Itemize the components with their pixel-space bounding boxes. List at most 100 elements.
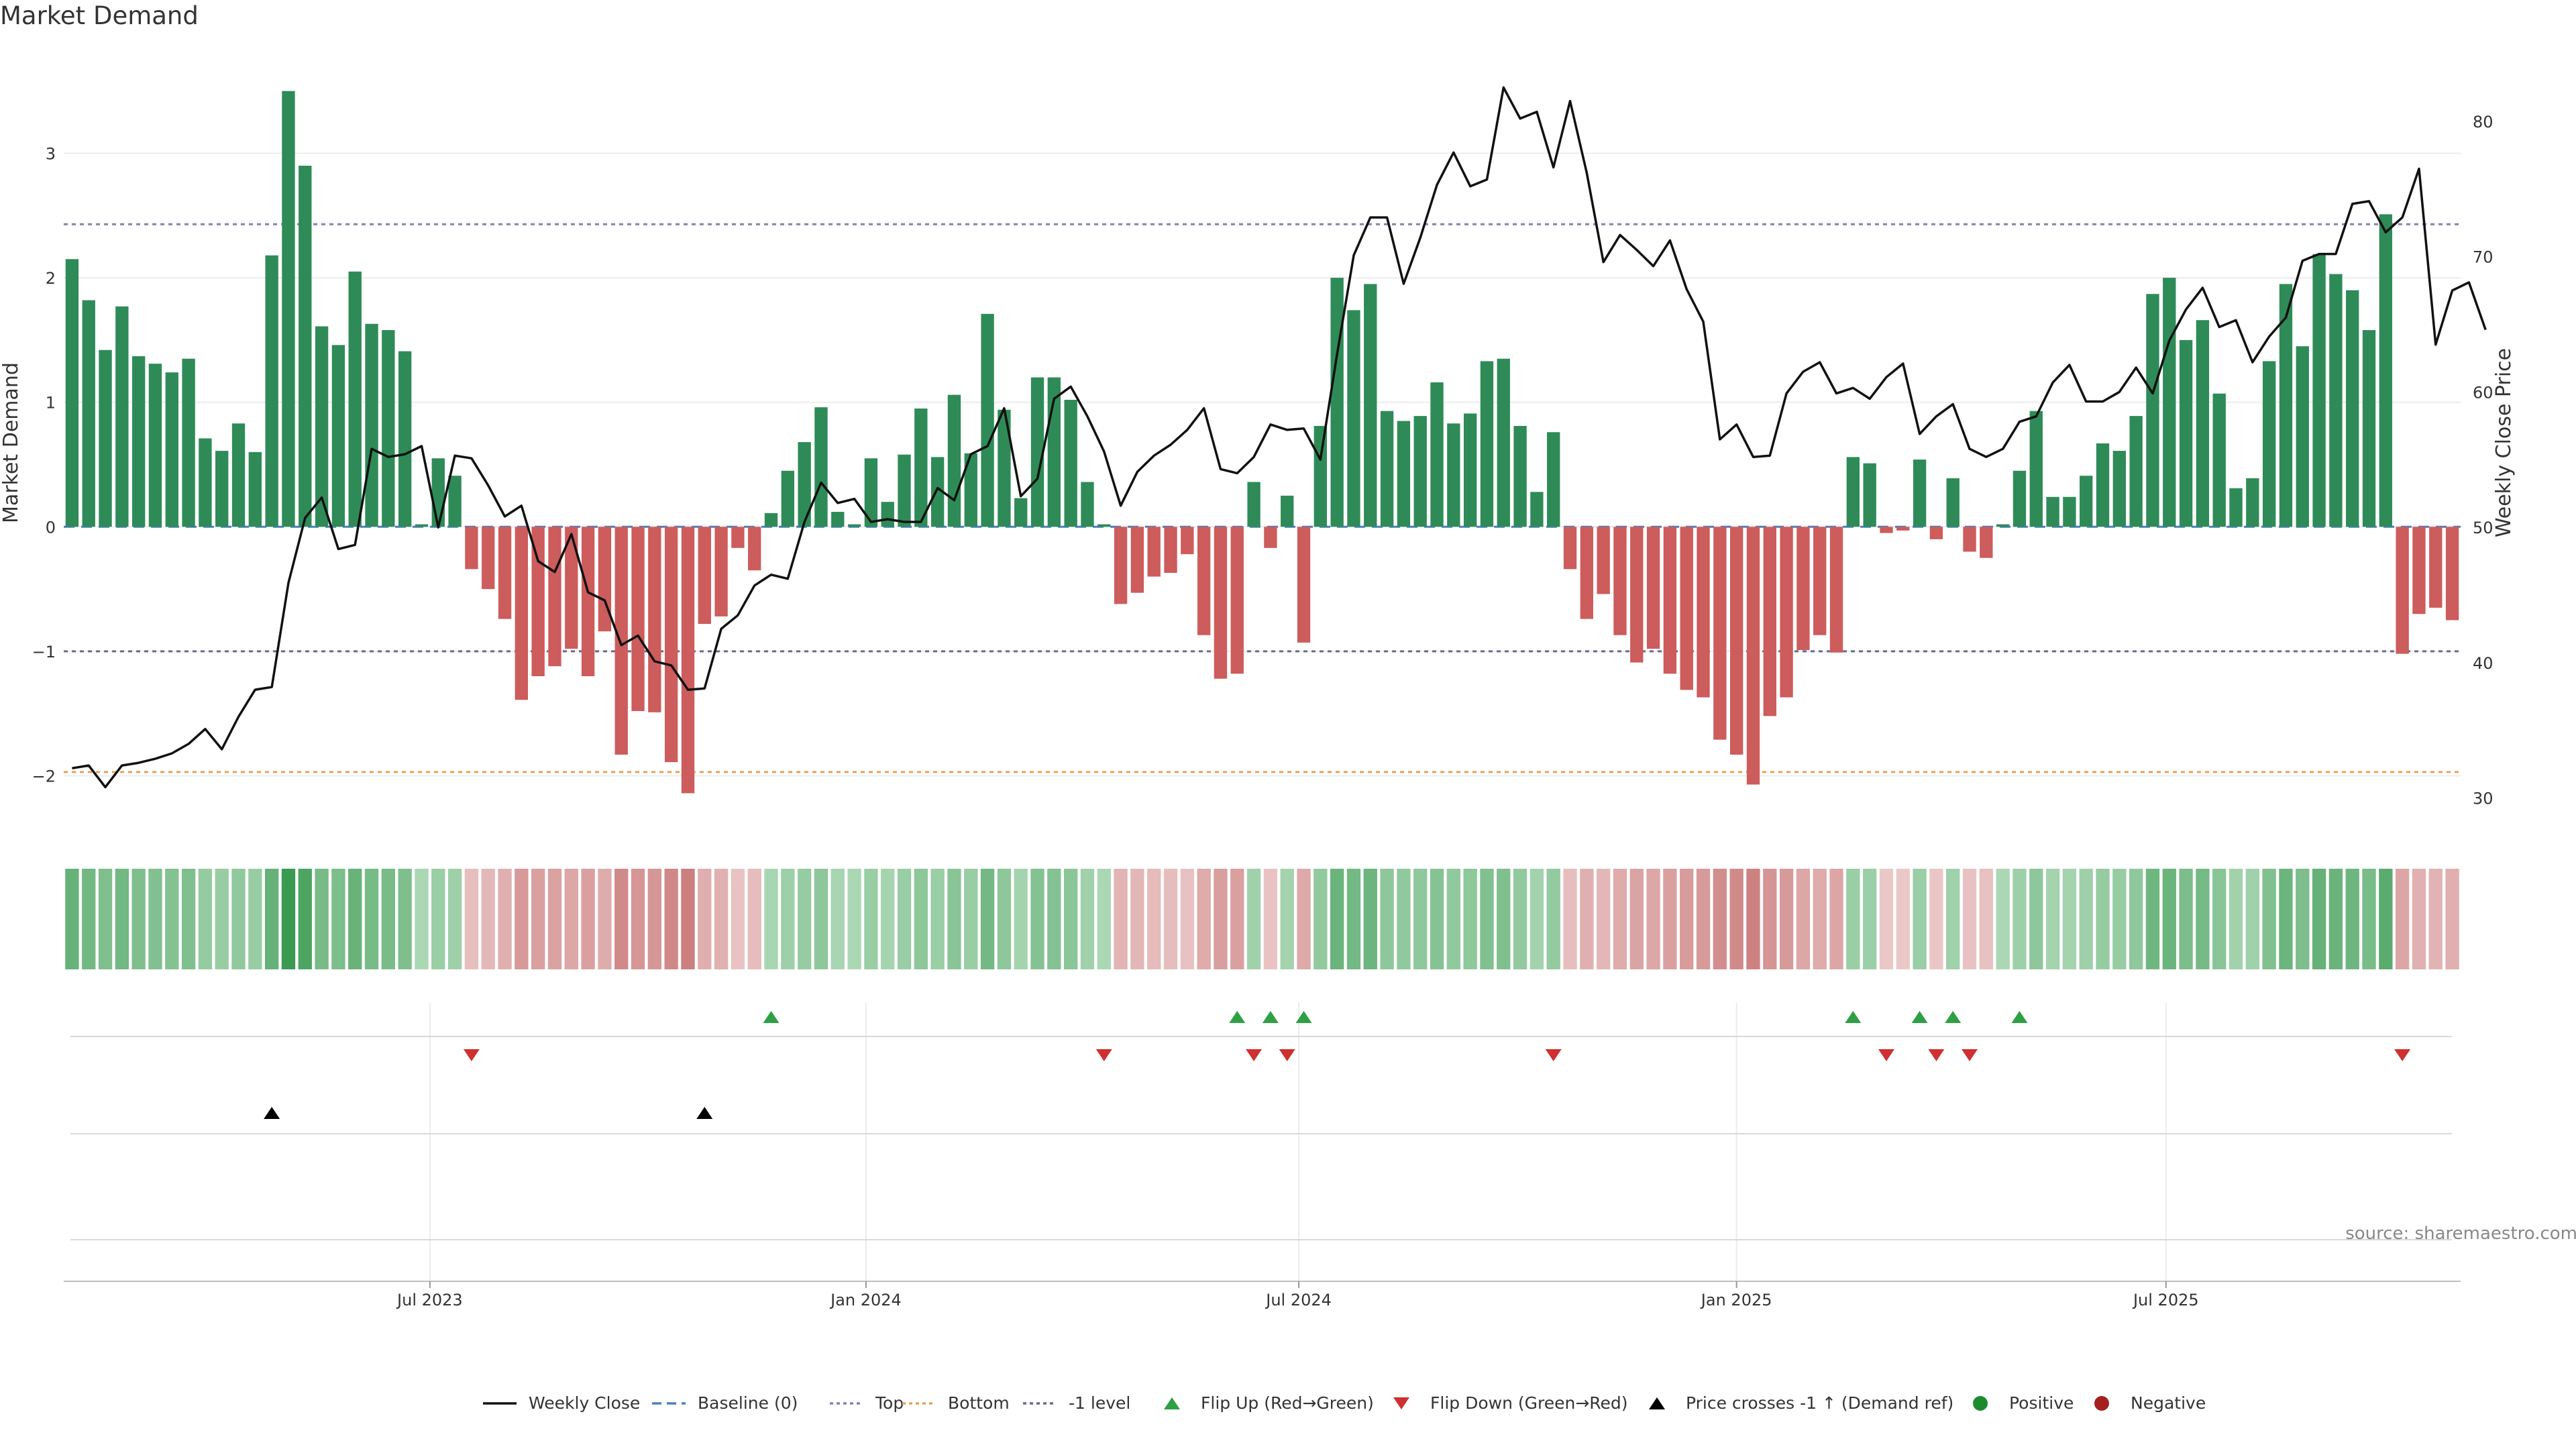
heat-cell bbox=[1463, 869, 1477, 969]
demand-bar bbox=[115, 306, 129, 527]
demand-bar bbox=[1463, 413, 1477, 527]
heat-cell bbox=[1979, 869, 1994, 969]
weekly-close-line bbox=[72, 86, 2487, 789]
heat-cell bbox=[331, 869, 345, 969]
legend-swatch-negative bbox=[2094, 1396, 2109, 1411]
x-tick-label: Jan 2024 bbox=[829, 1291, 902, 1309]
heat-cell bbox=[2112, 869, 2127, 969]
demand-bar bbox=[581, 527, 595, 676]
heat-cell bbox=[1197, 869, 1211, 969]
heat-cell bbox=[231, 869, 246, 969]
demand-bar bbox=[1281, 495, 1294, 527]
heat-cell bbox=[1063, 869, 1078, 969]
demand-bar bbox=[65, 259, 79, 527]
demand-bar bbox=[1780, 527, 1793, 698]
heat-cell bbox=[348, 869, 362, 969]
demand-bar bbox=[1980, 527, 1993, 558]
y-right-tick-label: 30 bbox=[2473, 790, 2493, 808]
heat-cell bbox=[2029, 869, 2043, 969]
demand-bar bbox=[1147, 527, 1161, 577]
heat-cell bbox=[2428, 869, 2443, 969]
demand-bar bbox=[947, 394, 961, 527]
heat-cell bbox=[2312, 869, 2326, 969]
demand-bar bbox=[2312, 254, 2326, 527]
demand-bar bbox=[1497, 358, 1510, 527]
heat-cell bbox=[1846, 869, 1860, 969]
demand-bar bbox=[1863, 463, 1876, 527]
chart-title: Market Demand bbox=[0, 1, 199, 30]
demand-bar bbox=[1880, 527, 1893, 533]
demand-bar bbox=[1430, 382, 1444, 527]
heat-cell bbox=[1163, 869, 1178, 969]
demand-bar bbox=[781, 470, 795, 527]
heat-cell bbox=[814, 869, 828, 969]
heat-cell bbox=[2279, 869, 2293, 969]
demand-bar bbox=[1214, 527, 1228, 679]
demand-bar bbox=[881, 502, 894, 527]
y-right-tick-label: 50 bbox=[2473, 519, 2493, 537]
axes: 3 2 1 0 −1 −2 80 70 60 50 40 30 Market Demand Weekly … bbox=[0, 113, 2516, 808]
demand-bar bbox=[1114, 527, 1128, 604]
heat-cell bbox=[2079, 869, 2093, 969]
demand-bar bbox=[1846, 457, 1860, 527]
demand-bar bbox=[1330, 278, 1344, 527]
heat-cell bbox=[1397, 869, 1411, 969]
heat-cell bbox=[1180, 869, 1195, 969]
price-cross-marker bbox=[696, 1107, 713, 1119]
heat-cell bbox=[547, 869, 562, 969]
demand-bar bbox=[465, 527, 478, 570]
heat-cell bbox=[2445, 869, 2459, 969]
heat-cell bbox=[2012, 869, 2027, 969]
demand-bar bbox=[415, 524, 429, 527]
heat-cell bbox=[1629, 869, 1644, 969]
demand-bar bbox=[664, 527, 678, 763]
heat-cell bbox=[1862, 869, 1877, 969]
demand-bar bbox=[981, 313, 994, 527]
demand-bar bbox=[99, 350, 112, 527]
flip-down-marker bbox=[463, 1049, 480, 1061]
heat-cell bbox=[897, 869, 912, 969]
heat-cell bbox=[1014, 869, 1028, 969]
heat-cell bbox=[1879, 869, 1894, 969]
flip-up-marker bbox=[2011, 1011, 2028, 1023]
heat-cell bbox=[131, 869, 146, 969]
demand-bar bbox=[215, 451, 229, 527]
heat-cell bbox=[980, 869, 995, 969]
heat-cell bbox=[664, 869, 678, 969]
heat-cell bbox=[631, 869, 645, 969]
heat-cell bbox=[82, 869, 96, 969]
heat-cell bbox=[98, 869, 113, 969]
y-right-tick-label: 80 bbox=[2473, 113, 2493, 131]
demand-bar bbox=[1996, 524, 2010, 527]
heat-cell bbox=[2362, 869, 2376, 969]
demand-bar bbox=[2329, 274, 2343, 527]
demand-bar bbox=[1413, 416, 1427, 527]
demand-bar bbox=[182, 358, 195, 527]
demand-bar bbox=[598, 527, 612, 632]
heat-cell bbox=[1696, 869, 1711, 969]
legend-label: -1 level bbox=[1069, 1393, 1130, 1413]
grid-lines bbox=[64, 152, 2461, 1281]
legend-label: Negative bbox=[2131, 1393, 2206, 1413]
demand-bar bbox=[1030, 377, 1044, 527]
demand-bar bbox=[1963, 527, 1976, 552]
heat-cell bbox=[1896, 869, 1910, 969]
y-left-tick-label: 2 bbox=[46, 269, 56, 288]
legend-label: Flip Up (Red→Green) bbox=[1201, 1393, 1374, 1413]
heat-cell bbox=[747, 869, 761, 969]
heat-cell bbox=[1430, 869, 1444, 969]
demand-bar bbox=[798, 442, 811, 527]
demand-bar bbox=[1130, 527, 1144, 593]
heat-cell bbox=[181, 869, 196, 969]
demand-bar bbox=[365, 323, 378, 527]
demand-bar bbox=[565, 527, 578, 649]
demand-bar bbox=[1513, 425, 1527, 527]
heat-cell bbox=[864, 869, 878, 969]
flip-down-marker bbox=[1545, 1049, 1562, 1061]
legend-swatch-flip-down bbox=[1393, 1397, 1409, 1409]
price-cross-marker bbox=[264, 1107, 280, 1119]
heat-cell bbox=[498, 869, 512, 969]
heat-cell bbox=[1796, 869, 1811, 969]
demand-bar bbox=[1064, 399, 1077, 527]
heat-cell bbox=[930, 869, 945, 969]
